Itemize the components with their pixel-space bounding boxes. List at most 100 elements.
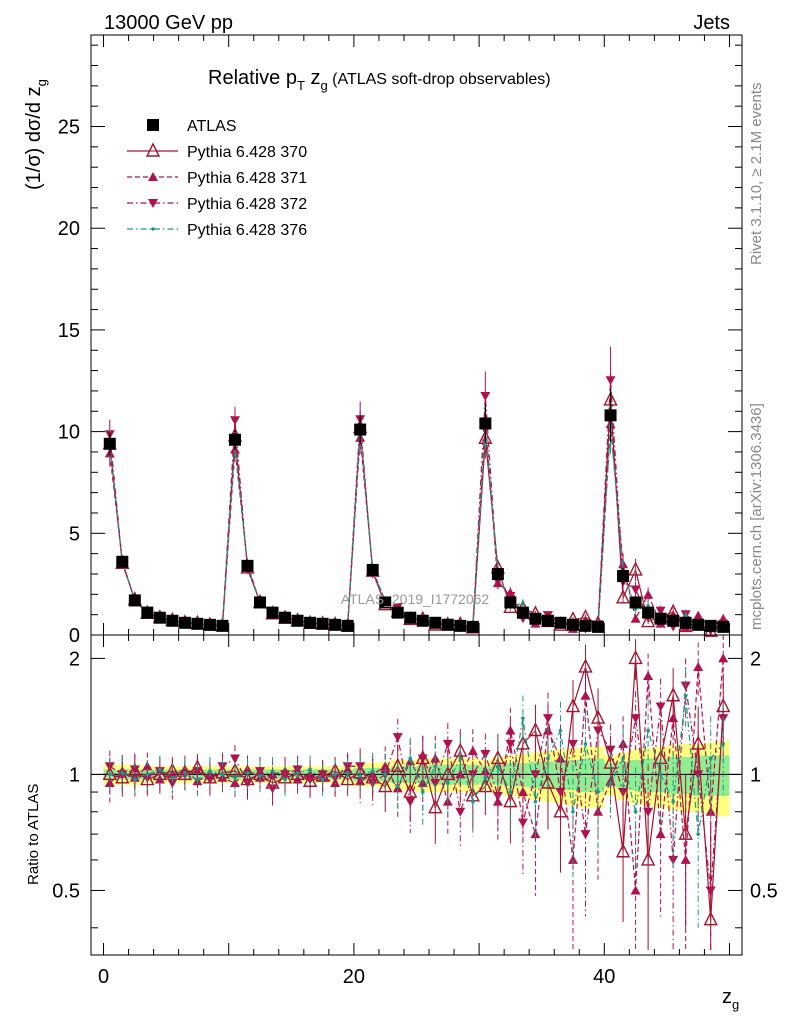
- y-axis-label: (1/σ) dσ/d zg: [23, 79, 49, 190]
- data-point: [153, 611, 166, 624]
- series-3-ratio-point: [505, 739, 516, 749]
- series-3-ratio-point: [630, 714, 641, 724]
- series-1-ratio-point: [515, 735, 531, 750]
- series-4-ratio-point: [483, 776, 488, 780]
- series-4-ratio-point: [283, 777, 287, 782]
- series-4-ratio-point: [721, 742, 726, 746]
- data-point: [254, 596, 267, 609]
- series-3-ratio-point: [442, 739, 453, 749]
- series-3-ratio-point: [480, 749, 491, 759]
- data-point: [642, 606, 655, 619]
- x-tick-label: 20: [343, 966, 365, 988]
- ratio-tick-label-right: 1: [750, 764, 761, 786]
- series-4-ratio-point: [508, 790, 513, 794]
- series-4-ratio-point: [646, 728, 650, 733]
- data-point: [617, 570, 630, 583]
- series-4-ratio-point: [571, 809, 575, 814]
- series-3-main-point: [505, 591, 516, 601]
- series-4-ratio-point: [471, 799, 475, 804]
- series-4-ratio-point: [521, 716, 525, 720]
- series-4-ratio-point: [258, 774, 262, 778]
- series-3-ratio-point: [405, 797, 416, 807]
- legend-marker: [147, 119, 159, 131]
- ratio-tick-label: 0.5: [52, 880, 80, 902]
- header-right: Jets: [693, 12, 730, 34]
- data-point: [454, 619, 467, 632]
- legend-label: Pythia 6.428 371: [187, 170, 307, 187]
- series-3-main-point: [655, 606, 666, 616]
- series-4-ratio-point: [308, 767, 312, 772]
- series-4-ratio-point: [658, 772, 663, 777]
- legend-marker: [148, 199, 158, 208]
- series-4-ratio-point: [433, 764, 438, 769]
- series-4-ratio-point: [583, 742, 588, 746]
- series-4-ratio-point: [708, 756, 713, 761]
- series-4-ratio-point: [496, 764, 500, 769]
- series-2-ratio-point: [668, 713, 679, 723]
- series-3-ratio-point: [705, 886, 716, 896]
- data-point: [266, 606, 279, 619]
- data-point: [178, 616, 191, 629]
- data-point: [629, 596, 642, 609]
- ratio-tick-label: 1: [69, 764, 80, 786]
- series-3-ratio-point: [242, 779, 253, 789]
- y-tick-label: 20: [58, 218, 80, 240]
- data-point: [529, 612, 542, 625]
- series-2-ratio-point: [655, 829, 666, 839]
- series-4-ratio-point: [633, 809, 638, 814]
- series-1-ratio-point: [615, 843, 631, 858]
- band-inner: [666, 756, 680, 794]
- series-4-ratio-point: [683, 693, 688, 698]
- series-3-ratio-point: [580, 830, 591, 840]
- series-3-ratio-point: [542, 714, 553, 724]
- data-point: [504, 596, 517, 609]
- series-2-ratio-point: [580, 690, 591, 700]
- series-2-main-point: [643, 589, 654, 599]
- data-point: [166, 614, 179, 627]
- data-point: [404, 611, 417, 624]
- series-3-ratio-line: [109, 685, 724, 891]
- data-point: [241, 559, 254, 572]
- series-3-ratio-point: [192, 767, 203, 777]
- series-4-ratio-point: [671, 799, 675, 804]
- data-point: [291, 614, 304, 627]
- series-4-ratio-point: [295, 770, 300, 775]
- y-tick-label: 0: [69, 625, 80, 647]
- series-2-main-point: [630, 613, 641, 623]
- data-point: [717, 620, 730, 633]
- series-4-ratio-point: [320, 777, 325, 782]
- series-1-ratio-point: [528, 721, 543, 737]
- data-point: [191, 617, 204, 630]
- series-4-ratio-point: [220, 772, 225, 777]
- data-point: [604, 409, 617, 422]
- series-3-ratio-point: [129, 765, 140, 775]
- data-point: [128, 594, 141, 607]
- series-2-ratio-point: [567, 854, 578, 864]
- ratio-y-label: Ratio to ATLAS: [25, 784, 42, 885]
- ratio-plot-frame: [90, 634, 743, 956]
- series-1-ratio-point: [340, 770, 355, 786]
- series-4-ratio-point: [383, 772, 388, 777]
- series-3-ratio-point: [417, 754, 428, 764]
- series-1-ratio-point: [666, 687, 681, 702]
- series-4-ratio-point: [158, 767, 162, 772]
- data-point: [203, 618, 216, 631]
- legend-label: Pythia 6.428 372: [187, 196, 307, 213]
- series-4-ratio-point: [145, 772, 150, 777]
- y-tick-label: 15: [58, 320, 80, 342]
- data-point: [692, 618, 705, 631]
- series-2-ratio-point: [630, 885, 641, 895]
- x-tick-label: 40: [593, 966, 615, 988]
- series-4-ratio-line: [109, 695, 724, 835]
- series-4-ratio-point: [370, 769, 375, 773]
- mcplots-label: mcplots.cern.ch [arXiv:1306.3436]: [748, 403, 765, 630]
- series-2-ratio-point: [455, 769, 466, 779]
- series-3-ratio-point: [342, 762, 353, 772]
- data-point: [704, 619, 717, 632]
- series-3-ratio-point: [668, 855, 679, 865]
- legend-label: ATLAS: [187, 118, 237, 135]
- series-3-ratio-point: [567, 739, 578, 749]
- data-point: [141, 606, 154, 619]
- series-3-main-point: [229, 416, 240, 426]
